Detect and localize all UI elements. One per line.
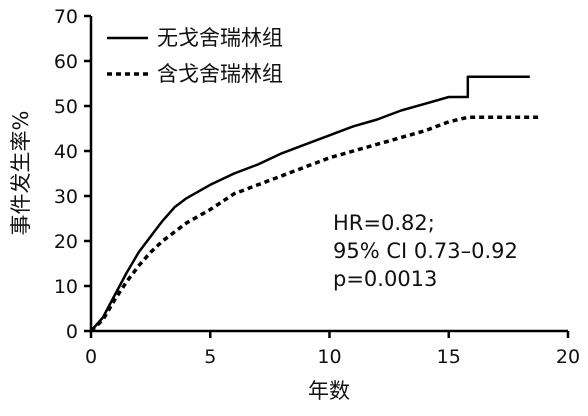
legend-label-series-2: 含戈舍瑞林组 [157,62,283,86]
x-tick-label: 10 [317,346,341,368]
stats-annotation: HR=0.82; 95% CI 0.73–0.92 p=0.0013 [333,211,518,291]
hazard-ratio-text: HR=0.82; [333,211,435,235]
x-tick-label: 5 [204,346,216,368]
p-value-text: p=0.0013 [333,267,437,291]
y-tick-label: 0 [66,321,78,343]
y-tick-label: 50 [54,96,78,118]
x-tick-label: 20 [556,346,580,368]
y-tick-label: 10 [54,276,78,298]
y-tick-label: 30 [54,186,78,208]
y-tick-label: 60 [54,51,78,73]
series-line-2 [89,115,540,333]
y-axis-label: 事件发生率% [9,111,33,236]
x-axis-label: 年数 [308,379,350,403]
y-tick-label: 70 [54,6,78,28]
x-tick-label: 0 [85,346,97,368]
confidence-interval-text: 95% CI 0.73–0.92 [333,239,518,263]
y-tick-label: 20 [54,231,78,253]
x-tick-label: 15 [437,346,461,368]
y-tick-label: 40 [54,141,78,163]
legend: 无戈舍瑞林组 含戈舍瑞林组 [107,26,283,86]
series-line-1 [90,75,530,332]
legend-label-series-1: 无戈舍瑞林组 [157,26,283,50]
